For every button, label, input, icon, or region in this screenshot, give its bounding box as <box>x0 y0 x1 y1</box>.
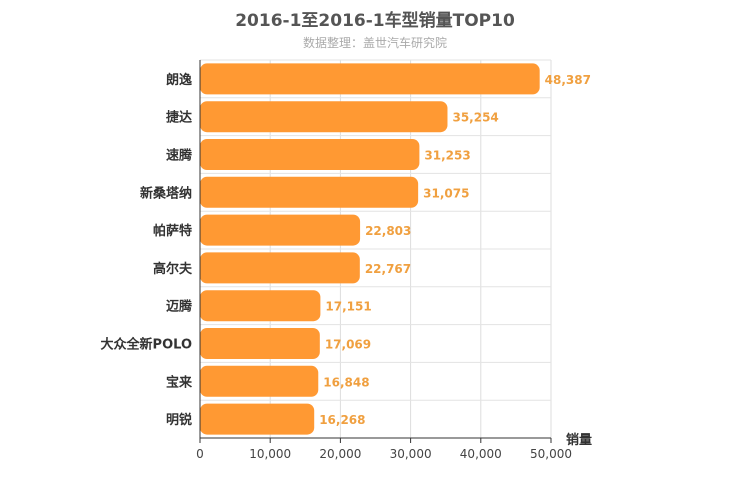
category-label: 帕萨特 <box>153 223 192 239</box>
x-axis-title: 销量 <box>566 432 592 448</box>
bar-7 <box>200 328 320 359</box>
category-label: 新桑塔纳 <box>140 185 192 201</box>
category-label: 捷达 <box>166 110 192 126</box>
category-label: 高尔夫 <box>153 261 193 277</box>
x-tick-label: 10,000 <box>249 447 291 461</box>
value-label: 17,069 <box>325 338 371 352</box>
bar-6 <box>200 290 321 322</box>
x-tick-label: 30,000 <box>390 447 432 461</box>
value-label: 16,848 <box>323 375 369 389</box>
bar-1 <box>200 101 448 133</box>
x-tick-label: 50,000 <box>530 447 572 461</box>
x-tick-label: 20,000 <box>319 447 361 461</box>
value-label: 31,075 <box>423 186 469 200</box>
bar-9 <box>200 403 315 435</box>
category-label: 朗逸 <box>166 72 192 88</box>
value-label: 48,387 <box>545 73 591 87</box>
x-tick-label: 40,000 <box>460 447 502 461</box>
category-label: 迈腾 <box>166 299 193 315</box>
bar-8 <box>200 365 319 397</box>
bar-3 <box>200 176 419 208</box>
value-label: 35,254 <box>452 111 498 125</box>
category-label: 宝来 <box>166 374 193 390</box>
value-label: 17,151 <box>325 300 371 314</box>
value-label: 16,268 <box>319 413 365 427</box>
value-label: 31,253 <box>424 149 470 163</box>
value-label: 22,803 <box>365 224 411 238</box>
chart-subtitle: 数据整理：盖世汽车研究院 <box>302 36 447 50</box>
chart-title: 2016-1至2016-1车型销量TOP10 <box>235 11 515 31</box>
bar-2 <box>200 139 420 170</box>
bar-5 <box>200 252 360 284</box>
x-tick-label: 0 <box>196 447 204 461</box>
bar-4 <box>200 214 361 246</box>
category-label: 明锐 <box>166 412 192 428</box>
category-label: 速腾 <box>166 148 193 164</box>
category-label: 大众全新POLO <box>101 337 192 353</box>
bar-0 <box>200 63 540 95</box>
value-label: 22,767 <box>365 262 411 276</box>
